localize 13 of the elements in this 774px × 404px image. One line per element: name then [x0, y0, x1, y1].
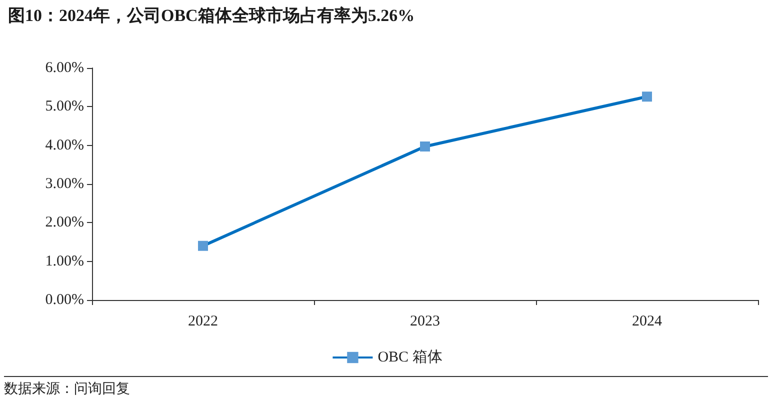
source-note: 数据来源：问询回复: [4, 376, 768, 398]
y-tick-label: 4.00%: [45, 137, 84, 154]
y-tick-label: 0.00%: [45, 292, 84, 308]
legend-label: OBC 箱体: [378, 348, 442, 366]
y-tick-label: 2.00%: [45, 214, 84, 231]
y-tick-label: 1.00%: [45, 253, 84, 270]
x-tick-label: 2024: [632, 314, 662, 330]
x-tick-label: 2022: [188, 314, 218, 330]
y-tick-label: 5.00%: [45, 98, 84, 115]
y-tick-label: 6.00%: [45, 60, 84, 76]
y-tick-label: 3.00%: [45, 176, 84, 192]
x-tick-label: 2023: [410, 314, 440, 330]
chart-title: 图10：2024年，公司OBC箱体全球市场占有率为5.26%: [8, 5, 415, 27]
